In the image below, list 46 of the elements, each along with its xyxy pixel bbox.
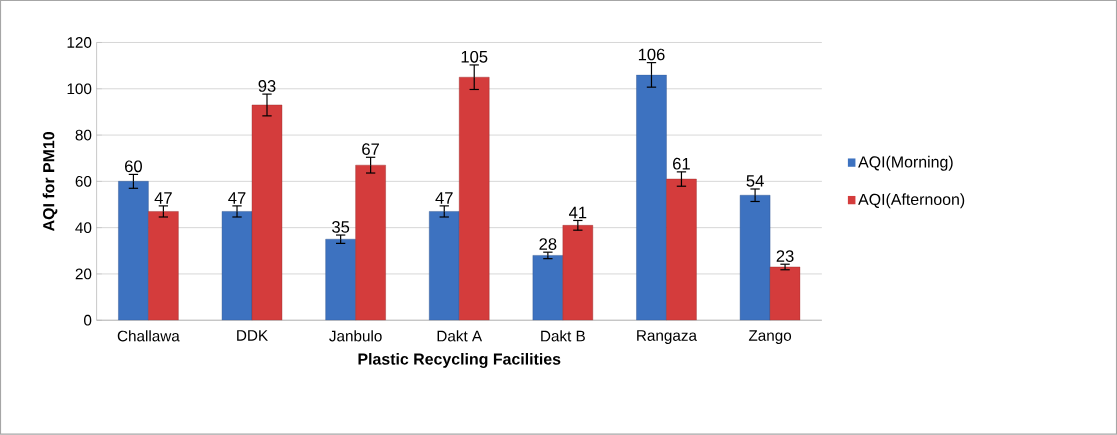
y-tick-label: 100	[67, 83, 92, 95]
bar	[118, 181, 149, 321]
bar	[739, 195, 771, 321]
data-label: 41	[568, 206, 587, 219]
bar	[221, 211, 253, 321]
x-tick-label: Dakt B	[541, 330, 585, 342]
x-tick-label: DDK	[237, 330, 268, 341]
data-label: 67	[362, 143, 379, 156]
y-tick-label: 20	[75, 268, 92, 280]
y-tick-label: 40	[75, 222, 92, 234]
y-tick-label: 0	[84, 314, 92, 326]
x-tick-label: Rangaza	[637, 330, 697, 345]
x-axis-title: Plastic Recycling Facilities	[358, 353, 561, 369]
data-label: 35	[332, 221, 350, 233]
data-label: 60	[125, 160, 142, 173]
x-tick-label: Challawa	[117, 330, 180, 342]
bar	[355, 165, 386, 321]
bar	[666, 179, 697, 321]
bar	[532, 255, 564, 321]
data-label: 28	[539, 238, 557, 251]
data-label: 23	[776, 250, 794, 263]
data-label: 61	[673, 158, 690, 170]
x-tick-label: Dakt A	[437, 330, 483, 342]
data-label: 47	[228, 192, 246, 204]
data-label: 106	[638, 48, 665, 61]
data-label: 54	[746, 175, 764, 187]
y-tick-label: 80	[75, 129, 92, 141]
y-axis-title: AQI for PM10	[42, 132, 58, 232]
data-label: 105	[461, 51, 488, 63]
bar	[325, 239, 356, 321]
bar	[459, 77, 490, 321]
bar	[251, 104, 283, 321]
data-label: 47	[154, 192, 172, 204]
bar	[148, 211, 179, 321]
x-tick-label: Zango	[748, 330, 792, 345]
data-label: 93	[258, 80, 276, 93]
data-label: 47	[435, 192, 453, 204]
bar	[429, 211, 460, 321]
y-tick-label: 120	[67, 37, 92, 49]
bar	[636, 74, 667, 321]
legend-label: AQI(Afternoon)	[858, 193, 965, 209]
bar	[562, 225, 594, 321]
y-tick-label: 60	[75, 176, 92, 187]
bar	[769, 266, 801, 321]
legend-label: AQI(Morning)	[858, 156, 953, 171]
x-tick-label: Janbulo	[329, 330, 382, 342]
